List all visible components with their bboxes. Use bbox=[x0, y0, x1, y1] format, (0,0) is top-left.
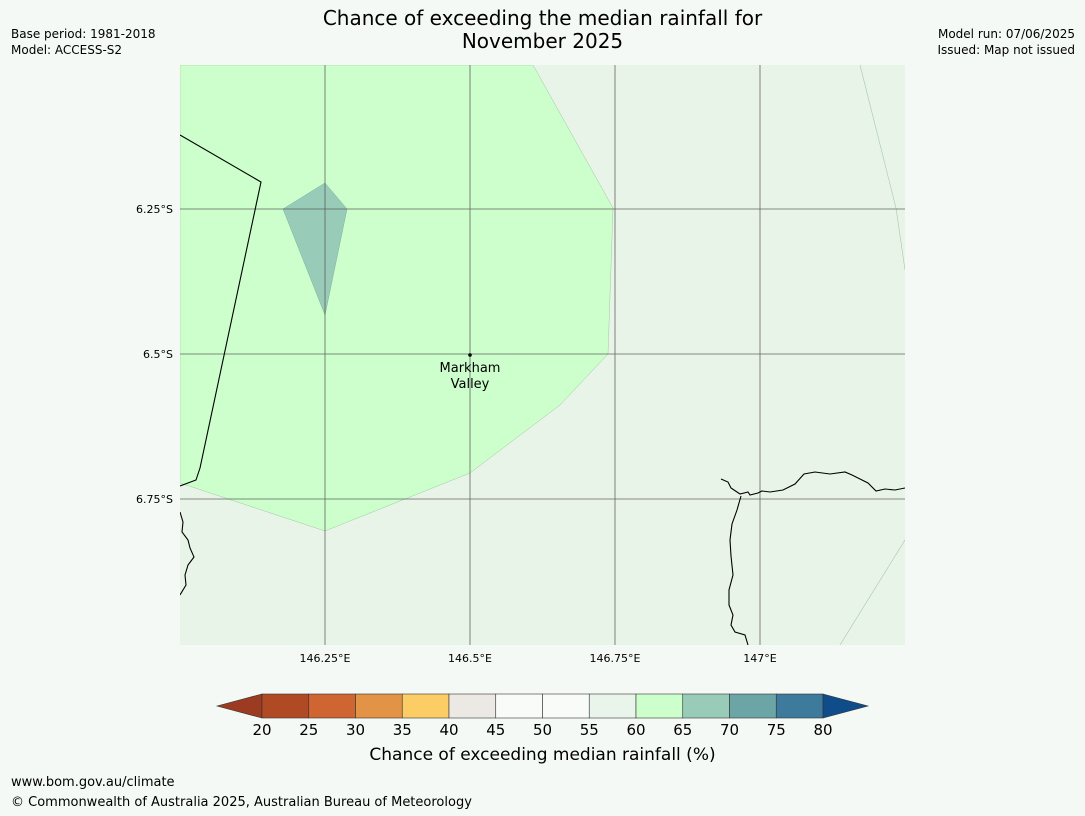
colorbar-tick-label: 40 bbox=[439, 721, 458, 739]
colorbar-cell bbox=[682, 693, 730, 719]
colorbar-cell bbox=[308, 693, 356, 719]
place-marker bbox=[468, 353, 472, 357]
colorbar-tick-label: 80 bbox=[813, 721, 832, 739]
lat-label: 6.75°S bbox=[136, 493, 173, 506]
lon-label: 146.5°E bbox=[448, 652, 492, 665]
model-run-text: Model run: 07/06/2025 bbox=[937, 27, 1075, 41]
lon-label: 146.25°E bbox=[300, 652, 351, 665]
colorbar-tick-label: 75 bbox=[767, 721, 786, 739]
meta-right: Model run: 07/06/2025 Issued: Map not is… bbox=[937, 26, 1075, 58]
region-boundary-line bbox=[839, 539, 905, 645]
axis-labels: 6.25°S 6.5°S 6.75°S 146.25°E 146.5°E 146… bbox=[136, 203, 777, 665]
colorbar-title: Chance of exceeding median rainfall (%) bbox=[369, 745, 716, 765]
map-title-line1: Chance of exceeding the median rainfall … bbox=[322, 6, 763, 30]
colorbar-tick-label: 55 bbox=[580, 721, 599, 739]
colorbar-cell bbox=[261, 693, 310, 719]
lat-label: 6.25°S bbox=[136, 203, 173, 216]
footer-copyright: © Commonwealth of Australia 2025, Austra… bbox=[11, 795, 472, 810]
lon-label: 147°E bbox=[743, 652, 776, 665]
place-label-line2: Valley bbox=[451, 377, 490, 392]
base-period-text: Base period: 1981-2018 bbox=[11, 27, 156, 41]
river-line bbox=[728, 495, 749, 645]
footer-url: www.bom.gov.au/climate bbox=[11, 775, 175, 790]
colorbar-cell bbox=[729, 693, 777, 719]
colorbar-ticks: 20 25 30 35 40 45 50 55 60 65 70 75 80 bbox=[252, 721, 832, 739]
colorbar-tick-label: 45 bbox=[486, 721, 505, 739]
map-title-line2: November 2025 bbox=[461, 29, 624, 53]
border-line bbox=[180, 134, 262, 487]
place-label-line1: Markham bbox=[440, 361, 501, 376]
colorbar-tick-label: 60 bbox=[626, 721, 645, 739]
colorbar-tick-label: 25 bbox=[299, 721, 318, 739]
colorbar-tick-label: 65 bbox=[673, 721, 692, 739]
meta-left: Base period: 1981-2018 Model: ACCESS-S2 bbox=[11, 26, 156, 58]
colorbar-cell bbox=[588, 693, 637, 719]
colorbar-cell bbox=[495, 693, 543, 719]
colorbar-tick-label: 35 bbox=[393, 721, 412, 739]
region-boundary-line bbox=[859, 65, 905, 271]
map-title: Chance of exceeding the median rainfall … bbox=[0, 7, 1085, 53]
colorbar-tick-label: 50 bbox=[533, 721, 552, 739]
colorbar-cell bbox=[448, 693, 497, 719]
lat-label: 6.5°S bbox=[143, 348, 173, 361]
model-text: Model: ACCESS-S2 bbox=[11, 43, 123, 57]
colorbar-tick-label: 20 bbox=[252, 721, 271, 739]
coastline-east bbox=[720, 471, 905, 496]
colorbar-cell bbox=[401, 693, 450, 719]
colorbar-tick-label: 30 bbox=[346, 721, 365, 739]
coastlines bbox=[180, 134, 905, 645]
colorbar-tick-label: 70 bbox=[720, 721, 739, 739]
map-area: Markham Valley bbox=[180, 65, 905, 645]
colorbar: 20 25 30 35 40 45 50 55 60 65 70 75 80 bbox=[215, 693, 870, 739]
colorbar-under-arrow bbox=[215, 693, 263, 719]
colorbar-cell bbox=[635, 693, 684, 719]
coastline-west bbox=[180, 511, 195, 596]
lon-label: 146.75°E bbox=[590, 652, 641, 665]
colorbar-cell bbox=[355, 693, 403, 719]
colorbar-over-arrow bbox=[822, 693, 870, 719]
issued-text: Issued: Map not issued bbox=[937, 43, 1075, 57]
colorbar-cell bbox=[542, 693, 590, 719]
colorbar-cells bbox=[261, 693, 824, 719]
colorbar-cell bbox=[775, 693, 824, 719]
